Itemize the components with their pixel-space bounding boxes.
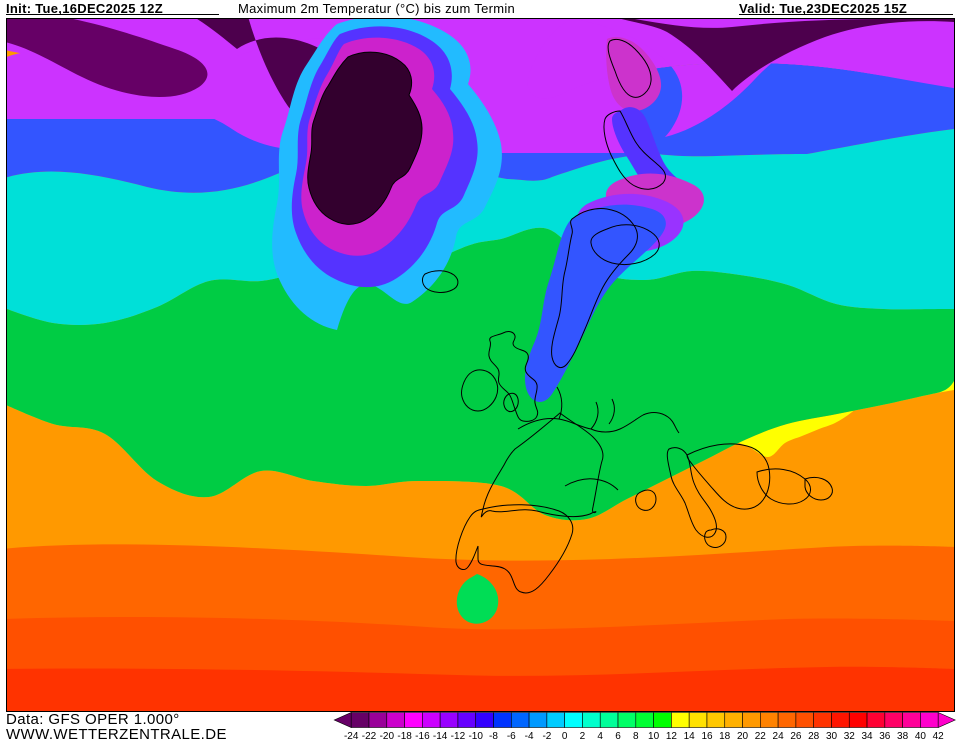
svg-text:30: 30 xyxy=(826,731,838,741)
svg-text:-2: -2 xyxy=(542,731,551,741)
svg-text:-18: -18 xyxy=(397,731,412,741)
svg-text:18: 18 xyxy=(719,731,731,741)
svg-text:20: 20 xyxy=(737,731,749,741)
svg-text:10: 10 xyxy=(648,731,660,741)
svg-text:-24: -24 xyxy=(344,731,359,741)
svg-text:32: 32 xyxy=(844,731,856,741)
svg-text:14: 14 xyxy=(684,731,696,741)
svg-text:16: 16 xyxy=(701,731,713,741)
svg-text:-22: -22 xyxy=(362,731,377,741)
svg-text:22: 22 xyxy=(755,731,767,741)
svg-text:36: 36 xyxy=(879,731,891,741)
svg-text:28: 28 xyxy=(808,731,820,741)
svg-text:-16: -16 xyxy=(415,731,430,741)
svg-text:8: 8 xyxy=(633,731,639,741)
svg-text:6: 6 xyxy=(615,731,621,741)
svg-text:-10: -10 xyxy=(468,731,483,741)
svg-text:12: 12 xyxy=(666,731,678,741)
svg-text:2: 2 xyxy=(580,731,586,741)
svg-text:4: 4 xyxy=(597,731,603,741)
svg-text:38: 38 xyxy=(897,731,909,741)
svg-text:-20: -20 xyxy=(380,731,395,741)
svg-text:-8: -8 xyxy=(489,731,498,741)
svg-text:0: 0 xyxy=(562,731,568,741)
svg-text:-4: -4 xyxy=(525,731,534,741)
svg-text:24: 24 xyxy=(773,731,785,741)
svg-text:-6: -6 xyxy=(507,731,516,741)
svg-text:42: 42 xyxy=(933,731,945,741)
svg-text:40: 40 xyxy=(915,731,927,741)
svg-text:-12: -12 xyxy=(451,731,466,741)
svg-text:-14: -14 xyxy=(433,731,448,741)
svg-text:34: 34 xyxy=(861,731,873,741)
svg-text:26: 26 xyxy=(790,731,802,741)
